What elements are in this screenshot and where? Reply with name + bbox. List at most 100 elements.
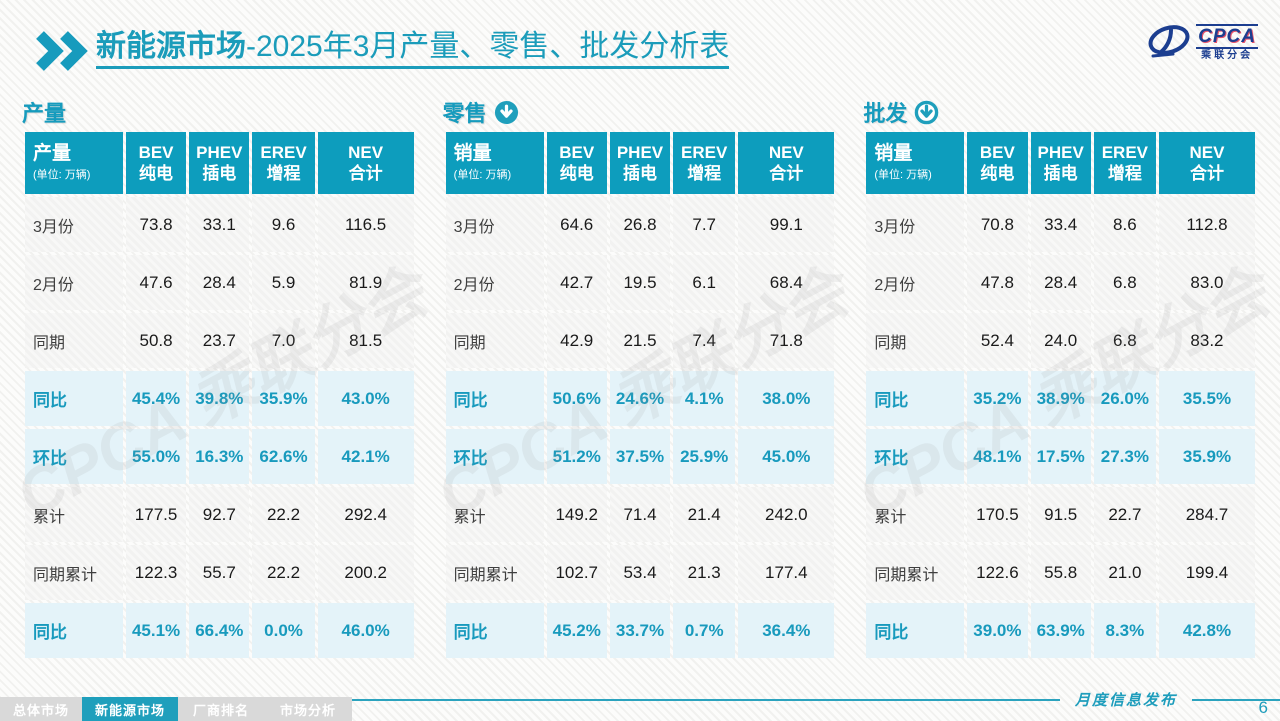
footer-tab-市场分析[interactable]: 市场分析 — [264, 697, 352, 721]
row-label: 同期累计 — [866, 545, 965, 600]
table-row: 3月份 73.8 33.1 9.6 116.5 — [25, 197, 414, 252]
cell-value: 71.4 — [609, 487, 671, 542]
cell-value: 55.8 — [1030, 545, 1091, 600]
cell-value: 19.5 — [609, 255, 671, 310]
row-label: 同比 — [25, 603, 123, 658]
header-unit-label: (单位: 万辆) — [453, 168, 512, 181]
cell-value: 47.6 — [125, 255, 187, 310]
column-header-text: PHEV 插电 — [1037, 142, 1084, 183]
table-row: 累计 177.5 92.7 22.2 292.4 — [25, 487, 414, 542]
cell-value: 45.2% — [546, 603, 607, 658]
table-header-row: 销量 (单位: 万辆) BEV 纯电 PHEV 插电 EREV 增程 NEV 合计 — [445, 132, 835, 194]
cell-value: 17.5% — [1030, 429, 1091, 484]
cell-value: 21.4 — [673, 487, 736, 542]
cell-value: 102.7 — [546, 545, 607, 600]
header-main-label: 销量 — [453, 143, 492, 165]
page-title-emphasis: 新能源市场 — [96, 30, 246, 63]
column-header-text: BEV 纯电 — [559, 142, 595, 183]
row-label: 2月份 — [445, 255, 544, 310]
cell-value: 170.5 — [967, 487, 1028, 542]
table-row: 同期 52.4 24.0 6.8 83.2 — [866, 313, 1256, 368]
footer-tab-新能源市场[interactable]: 新能源市场 — [82, 697, 178, 721]
cell-value: 62.6% — [252, 429, 315, 484]
table-row: 同期 50.8 23.7 7.0 81.5 — [25, 313, 414, 368]
footer-rule-right — [1192, 698, 1280, 701]
page-title-rest: -2025年3月产量、零售、批发分析表 — [246, 30, 730, 63]
cell-value: 21.0 — [1093, 545, 1156, 600]
data-table-3: 销量 (单位: 万辆) BEV 纯电 PHEV 插电 EREV 增程 NEV 合计 3月份 70.8 3… — [863, 129, 1258, 661]
table-row: 3月份 70.8 33.4 8.6 112.8 — [866, 197, 1256, 252]
footer-note: 月度信息发布 — [1074, 693, 1177, 709]
section-header: 产量 — [22, 95, 417, 129]
cell-value: 70.8 — [967, 197, 1028, 252]
column-header-bev: BEV 纯电 — [967, 132, 1028, 194]
cell-value: 36.4% — [738, 603, 835, 658]
cell-value: 81.9 — [317, 255, 414, 310]
cell-value: 37.5% — [609, 429, 671, 484]
cell-value: 26.0% — [1093, 371, 1156, 426]
cell-value: 42.7 — [546, 255, 607, 310]
table-row: 3月份 64.6 26.8 7.7 99.1 — [445, 197, 835, 252]
table-row: 同比 50.6% 24.6% 4.1% 38.0% — [445, 371, 835, 426]
cell-value: 53.4 — [609, 545, 671, 600]
row-label: 环比 — [25, 429, 123, 484]
section-title: 产量 — [22, 101, 67, 126]
slide-header: 新能源市场-2025年3月产量、零售、批发分析表 — [34, 30, 730, 72]
cell-value: 33.4 — [1030, 197, 1091, 252]
table-header-row: 产量 (单位: 万辆) BEV 纯电 PHEV 插电 EREV 增程 NEV 合计 — [25, 132, 414, 194]
cell-value: 112.8 — [1158, 197, 1256, 252]
cell-value: 38.9% — [1030, 371, 1091, 426]
cell-value: 35.2% — [967, 371, 1028, 426]
cell-value: 177.4 — [738, 545, 835, 600]
cell-value: 28.4 — [1030, 255, 1091, 310]
header-main-label: 销量 — [874, 143, 913, 165]
cell-value: 242.0 — [738, 487, 835, 542]
cell-value: 292.4 — [317, 487, 414, 542]
cell-value: 92.7 — [189, 487, 250, 542]
table-row: 2月份 47.6 28.4 5.9 81.9 — [25, 255, 414, 310]
row-label: 环比 — [866, 429, 965, 484]
cell-value: 35.9% — [1158, 429, 1256, 484]
column-header-erev: EREV 增程 — [1093, 132, 1156, 194]
cell-value: 64.6 — [546, 197, 607, 252]
cell-value: 6.1 — [673, 255, 736, 310]
row-label: 累计 — [25, 487, 123, 542]
data-table-2: 销量 (单位: 万辆) BEV 纯电 PHEV 插电 EREV 增程 NEV 合计 3月份 64.6 2… — [443, 129, 838, 661]
cell-value: 33.1 — [189, 197, 250, 252]
row-label: 2月份 — [866, 255, 965, 310]
table-row: 同期累计 122.6 55.8 21.0 199.4 — [866, 545, 1256, 600]
row-label: 同期累计 — [445, 545, 544, 600]
cell-value: 21.3 — [673, 545, 736, 600]
column-header-phev: PHEV 插电 — [1030, 132, 1091, 194]
row-label: 同比 — [866, 371, 965, 426]
cell-value: 199.4 — [1158, 545, 1256, 600]
cell-value: 0.0% — [252, 603, 315, 658]
table-row: 同比 39.0% 63.9% 8.3% 42.8% — [866, 603, 1256, 658]
cell-value: 45.0% — [738, 429, 835, 484]
footer-tab-厂商排名[interactable]: 厂商排名 — [178, 697, 264, 721]
cell-value: 35.5% — [1158, 371, 1256, 426]
row-label: 同比 — [445, 371, 544, 426]
table-row: 同期 42.9 21.5 7.4 71.8 — [445, 313, 835, 368]
cell-value: 5.9 — [252, 255, 315, 310]
column-header-text: NEV 合计 — [348, 142, 384, 183]
row-label: 同期 — [25, 313, 123, 368]
footer-tab-总体市场[interactable]: 总体市场 — [0, 697, 82, 721]
column-header-label: 产量 (单位: 万辆) — [25, 132, 123, 194]
cell-value: 26.8 — [609, 197, 671, 252]
row-label: 2月份 — [25, 255, 123, 310]
table-row: 环比 51.2% 37.5% 25.9% 45.0% — [445, 429, 835, 484]
cell-value: 45.1% — [125, 603, 187, 658]
cell-value: 177.5 — [125, 487, 187, 542]
cell-value: 99.1 — [738, 197, 835, 252]
cell-value: 39.8% — [189, 371, 250, 426]
table-row: 同比 45.1% 66.4% 0.0% 46.0% — [25, 603, 414, 658]
cell-value: 55.0% — [125, 429, 187, 484]
cell-value: 6.8 — [1093, 255, 1156, 310]
cell-value: 22.2 — [252, 545, 315, 600]
cell-value: 38.0% — [738, 371, 835, 426]
cpca-logo-icon — [1148, 24, 1190, 57]
column-header-bev: BEV 纯电 — [125, 132, 187, 194]
